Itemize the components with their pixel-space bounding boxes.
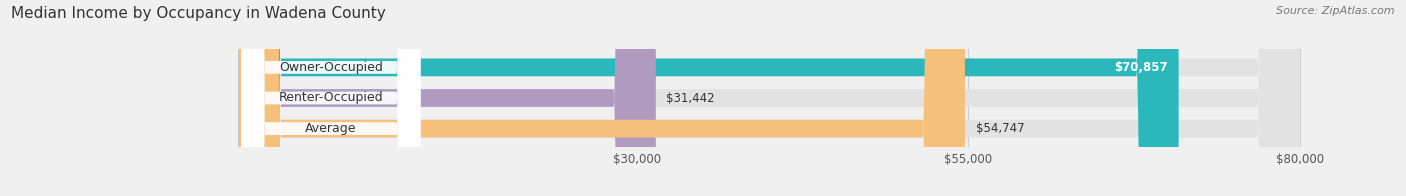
FancyBboxPatch shape [242,0,420,196]
FancyBboxPatch shape [242,0,420,196]
FancyBboxPatch shape [239,0,655,196]
Text: $31,442: $31,442 [666,92,716,104]
FancyBboxPatch shape [239,0,1178,196]
FancyBboxPatch shape [242,0,420,196]
FancyBboxPatch shape [239,0,1301,196]
FancyBboxPatch shape [239,0,1301,196]
Text: $54,747: $54,747 [976,122,1024,135]
Text: Owner-Occupied: Owner-Occupied [278,61,382,74]
Text: Average: Average [305,122,357,135]
Text: Source: ZipAtlas.com: Source: ZipAtlas.com [1277,6,1395,16]
Text: $70,857: $70,857 [1115,61,1168,74]
FancyBboxPatch shape [239,0,1301,196]
Text: Renter-Occupied: Renter-Occupied [278,92,384,104]
Text: Median Income by Occupancy in Wadena County: Median Income by Occupancy in Wadena Cou… [11,6,387,21]
FancyBboxPatch shape [239,0,965,196]
